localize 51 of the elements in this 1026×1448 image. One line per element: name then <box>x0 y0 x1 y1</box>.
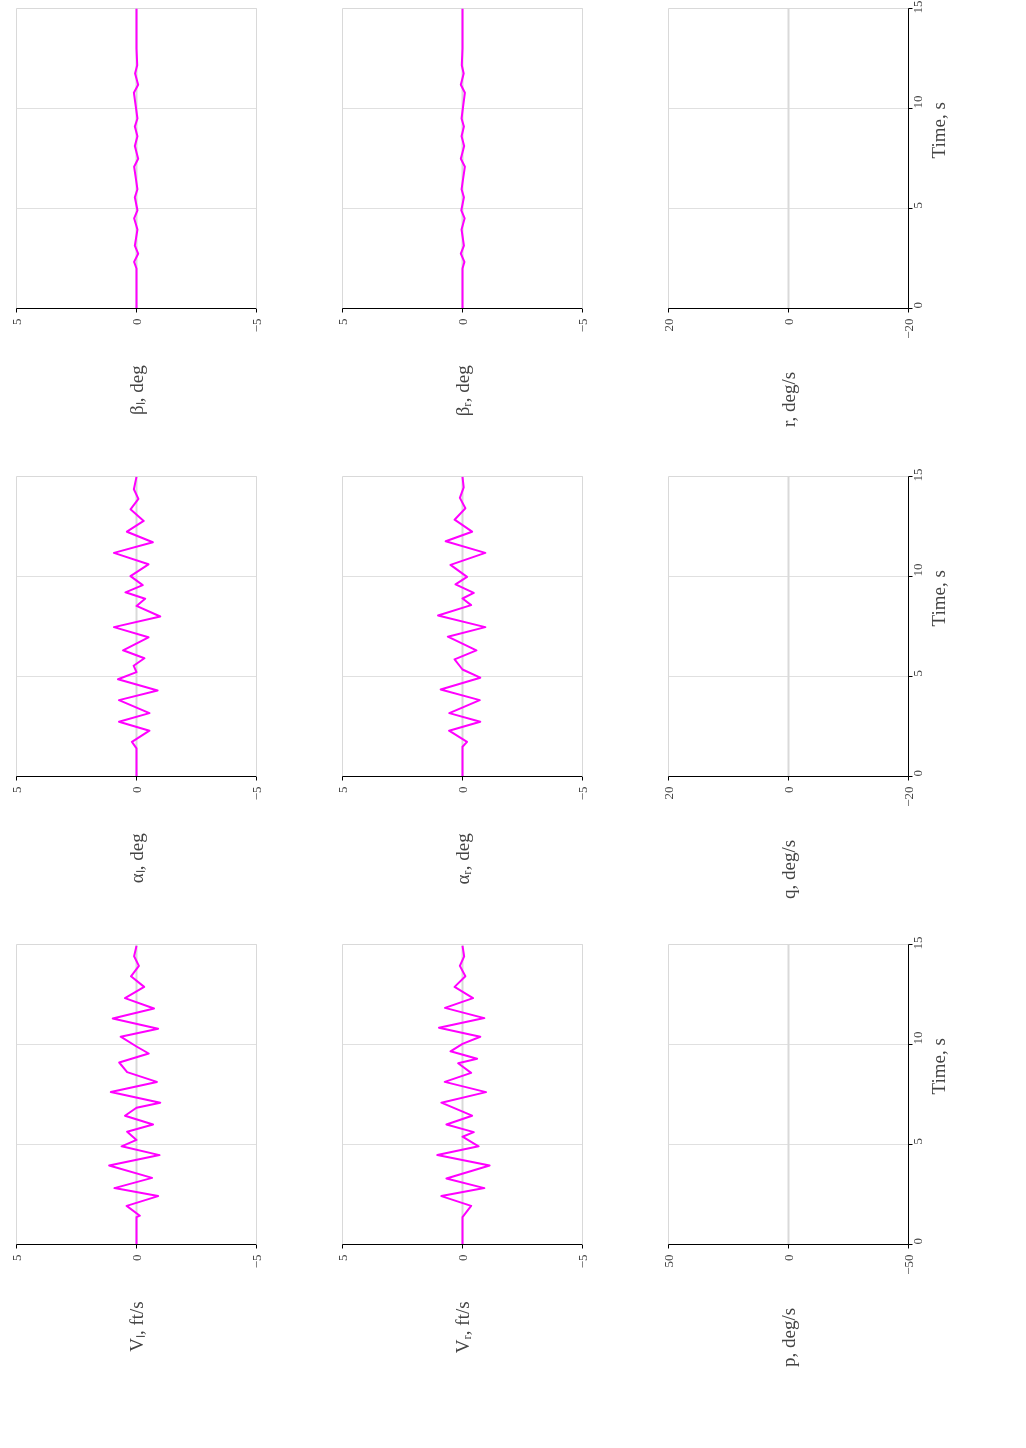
x-tick-label: 0 <box>128 318 144 325</box>
x-tick-label: 5 <box>8 1254 24 1261</box>
text: q, deg/s <box>778 839 799 899</box>
y-tick-label: 5 <box>909 670 925 677</box>
x-tick-label: 5 <box>334 786 350 793</box>
x-tick-label: 5 <box>334 1254 350 1261</box>
text: Vₗ, ft/s <box>126 1301 147 1352</box>
y-tick-label: 15 <box>909 0 925 14</box>
x-tick-label: −5 <box>574 786 590 801</box>
y-tick-label: 5 <box>909 1138 925 1145</box>
y-tick-label: 0 <box>909 302 925 309</box>
text: Time, s <box>928 102 949 159</box>
x-tick-label: 0 <box>454 318 470 325</box>
x-tick-label: 0 <box>780 1254 796 1261</box>
text: αᵣ, deg <box>452 832 473 885</box>
x-tick-label: −5 <box>248 318 264 333</box>
x-tick-label: 0 <box>128 786 144 793</box>
y-tick-label: 10 <box>909 95 925 109</box>
text: p, deg/s <box>778 1307 799 1367</box>
x-tick-label: 0 <box>454 786 470 793</box>
text: r, deg/s <box>778 371 799 427</box>
y-tick-label: 10 <box>909 1031 925 1045</box>
text: Vᵣ, ft/s <box>452 1301 473 1354</box>
x-tick-label: 0 <box>780 786 796 793</box>
text: βᵣ, deg <box>452 364 473 417</box>
x-tick-label: 5 <box>8 318 24 325</box>
y-tick-label: 15 <box>909 936 925 950</box>
x-tick-label: 0 <box>454 1254 470 1261</box>
y-tick-label: 0 <box>909 1238 925 1245</box>
x-tick-label: −50 <box>900 1254 916 1275</box>
text: Time, s <box>928 1038 949 1095</box>
text: αₗ, deg <box>126 832 147 884</box>
text: βₗ, deg <box>126 364 147 415</box>
x-tick-label: −5 <box>574 318 590 333</box>
y-tick-label: 15 <box>909 468 925 482</box>
y-tick-label: 10 <box>909 563 925 577</box>
x-tick-label: −5 <box>574 1254 590 1269</box>
x-tick-label: −5 <box>248 786 264 801</box>
x-tick-label: 20 <box>660 318 676 332</box>
x-tick-label: 0 <box>780 318 796 325</box>
x-tick-label: 50 <box>660 1254 676 1268</box>
x-tick-label: 5 <box>8 786 24 793</box>
x-tick-label: 5 <box>334 318 350 325</box>
x-tick-label: −20 <box>900 786 916 807</box>
x-tick-label: −5 <box>248 1254 264 1269</box>
x-tick-label: 0 <box>128 1254 144 1261</box>
text: Time, s <box>928 570 949 627</box>
y-tick-label: 5 <box>909 202 925 209</box>
x-tick-label: 20 <box>660 786 676 800</box>
y-tick-label: 0 <box>909 770 925 777</box>
x-tick-label: −20 <box>900 318 916 339</box>
